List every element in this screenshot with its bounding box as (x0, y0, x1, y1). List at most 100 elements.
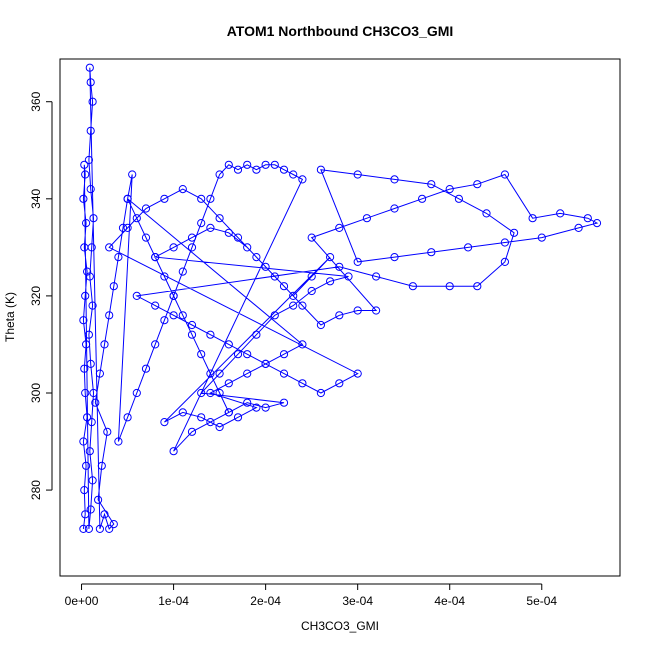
data-point (141, 364, 151, 373)
data-point (500, 257, 509, 266)
data-point (132, 388, 141, 398)
data-point (89, 214, 98, 223)
data-point (408, 282, 417, 291)
data-point (79, 437, 88, 446)
data-point (87, 243, 96, 252)
data-point (151, 340, 160, 349)
data-point (132, 214, 141, 223)
data-point (187, 330, 197, 339)
data-point (252, 253, 261, 262)
data-point (335, 379, 344, 388)
x-tick-label: 4e-04 (434, 594, 465, 608)
data-point (118, 223, 128, 232)
data-point (178, 311, 187, 320)
data-point (178, 267, 187, 276)
data-point (206, 418, 215, 427)
data-point (316, 165, 325, 174)
data-point (103, 427, 112, 436)
data-point (279, 165, 289, 174)
data-point (100, 340, 109, 349)
data-point (500, 238, 509, 247)
data-point (307, 272, 316, 281)
data-point (528, 214, 537, 223)
data-point (187, 243, 197, 252)
data-point (85, 63, 94, 72)
data-point (298, 379, 307, 388)
data-point (82, 461, 91, 470)
plot-frame (59, 58, 621, 577)
data-point (160, 418, 169, 427)
data-point (141, 204, 151, 213)
data-point (316, 388, 325, 398)
data-point (83, 267, 92, 276)
data-point (509, 228, 519, 237)
data-point (473, 180, 482, 189)
data-point (132, 291, 141, 300)
data-point (86, 359, 95, 368)
data-point (233, 413, 243, 422)
x-tick-label: 0e+00 (65, 594, 99, 608)
data-point (224, 379, 233, 388)
data-point (206, 330, 215, 339)
data-point (215, 388, 224, 398)
data-point (279, 282, 289, 291)
data-point (344, 272, 353, 281)
data-point (100, 510, 109, 519)
data-point (289, 291, 298, 300)
data-point (79, 524, 88, 534)
data-point (289, 170, 298, 179)
data-point (80, 364, 89, 373)
data-point (500, 170, 509, 179)
data-point (79, 194, 88, 203)
data-point (215, 214, 224, 223)
data-point (86, 505, 95, 514)
data-point (94, 495, 103, 504)
data-point (169, 447, 178, 456)
data-point (279, 350, 289, 359)
data-point (279, 369, 289, 378)
data-point (390, 204, 399, 213)
data-point (418, 194, 427, 203)
data-point (187, 320, 197, 330)
y-axis-label: Theta (K) (3, 292, 17, 342)
data-point (243, 160, 252, 169)
data-point (85, 447, 94, 456)
data-point (160, 316, 169, 325)
data-point (105, 243, 114, 252)
data-point (160, 194, 169, 203)
data-point (289, 301, 298, 310)
data-point (187, 233, 197, 242)
plot-area (79, 63, 602, 534)
data-point (482, 209, 491, 218)
data-point (123, 194, 132, 203)
data-point (91, 398, 100, 407)
data-point (86, 126, 95, 135)
data-point (224, 408, 233, 417)
data-point (84, 524, 94, 534)
data-point (178, 408, 187, 417)
data-point (224, 160, 233, 169)
data-point (123, 413, 132, 422)
data-point (270, 160, 279, 169)
data-point (261, 403, 270, 412)
data-point (80, 160, 89, 169)
data-point (592, 219, 602, 228)
data-point (362, 214, 371, 223)
data-point (353, 306, 362, 315)
data-point (372, 272, 381, 281)
data-point (160, 272, 169, 281)
data-point (261, 160, 270, 169)
data-point (445, 185, 454, 194)
y-tick-label: 360 (29, 91, 43, 111)
data-point (252, 330, 261, 339)
data-point (215, 422, 224, 432)
data-point (80, 486, 89, 495)
data-point (372, 306, 381, 315)
data-point (97, 461, 106, 470)
data-point (89, 388, 98, 398)
data-point (464, 243, 473, 252)
y-tick-label: 280 (29, 480, 43, 500)
data-point (224, 228, 233, 237)
data-point (390, 253, 399, 262)
